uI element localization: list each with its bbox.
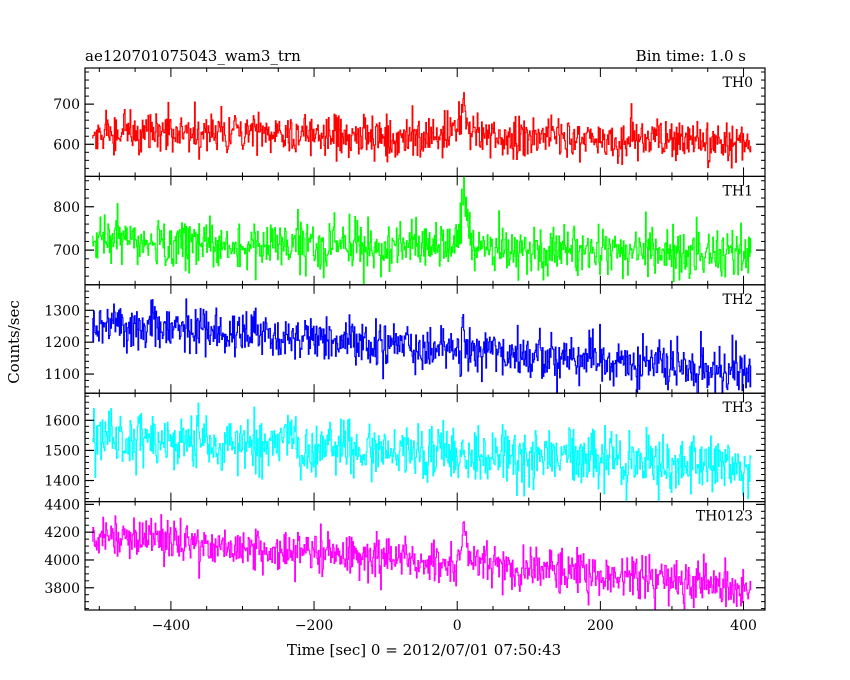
x-tick-label: 400 xyxy=(730,618,757,634)
y-tick-label: 1400 xyxy=(44,474,80,490)
x-tick-label: 0 xyxy=(453,618,462,634)
y-tick-label: 800 xyxy=(53,200,80,216)
y-tick-label: 700 xyxy=(53,243,80,259)
chart-title-right: Bin time: 1.0 s xyxy=(636,47,746,65)
panel-stack: 600 700 TH0 700 800 TH1 1100 1200 1300 TH2 1400 150… xyxy=(44,67,766,611)
y-tick-label: 1200 xyxy=(44,335,80,351)
y-tick-label: 600 xyxy=(53,137,80,153)
panel-name-label: TH0 xyxy=(723,75,753,91)
x-tick-label: 200 xyxy=(587,618,614,634)
y-tick-label: 1600 xyxy=(44,413,80,429)
y-tick-label: 1500 xyxy=(44,443,80,459)
series-th2 xyxy=(92,298,752,394)
x-tick-label: −400 xyxy=(152,618,190,634)
series-th3 xyxy=(92,402,752,502)
y-tick-label: 4200 xyxy=(44,525,80,541)
y-tick-label: 3800 xyxy=(44,581,80,597)
panel-th0123: 3800 4000 4200 4400 TH0123 xyxy=(44,497,766,611)
y-tick-label: 1300 xyxy=(44,303,80,319)
x-axis: −400 −200 0 200 400 xyxy=(152,618,757,634)
y-tick-label: 4000 xyxy=(44,553,80,569)
y-tick-label: 1100 xyxy=(44,367,80,383)
panel-frame xyxy=(84,501,766,611)
y-tick-label: 700 xyxy=(53,97,80,113)
chart-title-left: ae120701075043_wam3_trn xyxy=(85,47,301,65)
panel-name-label: TH0123 xyxy=(696,509,753,525)
panel-th2: 1100 1200 1300 TH2 xyxy=(44,284,766,394)
panel-name-label: TH3 xyxy=(723,400,753,416)
panel-name-label: TH2 xyxy=(723,292,753,308)
x-tick-label: −200 xyxy=(295,618,333,634)
panel-name-label: TH1 xyxy=(723,183,753,199)
panel-th1: 700 800 TH1 xyxy=(53,175,766,286)
series-th0 xyxy=(92,92,752,169)
y-axis-label: Counts/sec xyxy=(5,300,23,384)
series-th0123 xyxy=(92,514,752,611)
y-tick-label: 4400 xyxy=(44,497,80,513)
x-axis-label: Time [sec] 0 = 2012/07/01 07:50:43 xyxy=(287,641,561,659)
panel-th3: 1400 1500 1600 TH3 xyxy=(44,392,766,503)
series-th1 xyxy=(92,176,752,285)
